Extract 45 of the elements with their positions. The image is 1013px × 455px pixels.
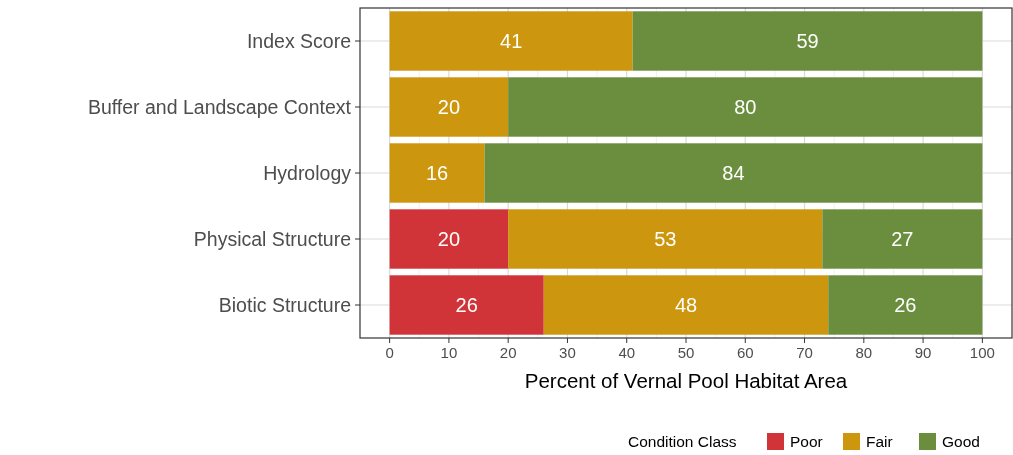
data-label: 20 [437,228,461,250]
x-tick-label: 80 [855,344,873,361]
legend-label: Good [942,433,980,451]
x-tick-label: 10 [440,344,458,361]
y-tick-label: Hydrology [263,161,352,184]
y-tick-label: Buffer and Landscape Context [87,95,352,118]
bar [632,11,983,71]
x-axis-title: Percent of Vernal Pool Habitat Area [524,369,848,392]
data-label: 41 [500,30,523,52]
bar [389,11,633,71]
legend-label: Poor [790,433,823,451]
bar [484,143,983,203]
x-tick-label: 0 [385,344,394,361]
bar [389,209,509,269]
data-label: 80 [734,96,757,118]
data-label: 16 [425,162,449,184]
x-tick-label: 20 [499,344,517,361]
data-label: 20 [437,96,461,118]
legend-label: Fair [866,433,893,451]
y-tick-label: Physical Structure [193,227,351,250]
bar [389,143,485,203]
bar [508,209,823,269]
x-tick-label: 40 [618,344,636,361]
data-label: 84 [722,162,745,184]
data-label: 59 [796,30,819,52]
data-label: 27 [891,228,914,250]
bar [508,77,983,137]
bar [389,77,509,137]
x-tick-label: 30 [559,344,576,361]
x-tick-label: 60 [736,344,754,361]
y-tick-label: Biotic Structure [218,293,351,316]
x-tick-label: 100 [969,344,995,361]
data-label: 48 [674,294,698,316]
x-tick-label: 50 [677,344,695,361]
bar [389,275,544,335]
x-tick-label: 70 [796,344,813,361]
legend-title: Condition Class [628,433,737,451]
bar [828,275,983,335]
data-label: 53 [654,228,677,250]
data-label: 26 [894,294,917,316]
x-tick-label: 90 [914,344,932,361]
data-label: 26 [455,294,478,316]
y-tick-label: Index Score [246,29,351,52]
bar [543,275,829,335]
bar [822,209,983,269]
